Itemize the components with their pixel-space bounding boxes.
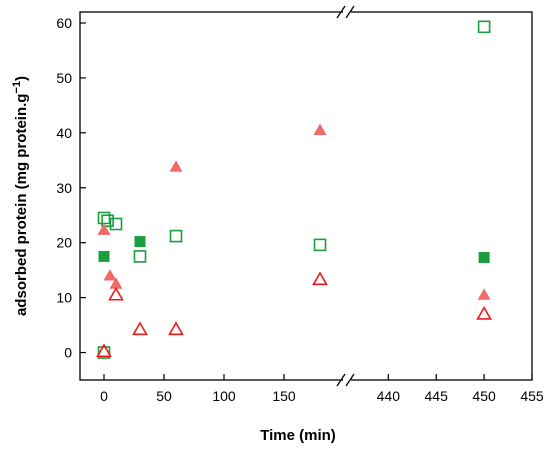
y-axis-title: adsorbed protein (mg protein.g−1) — [11, 76, 30, 316]
marker-filled-triangle — [313, 123, 327, 135]
x-tick-label: 150 — [272, 388, 296, 404]
y-axis-title-close: ) — [13, 76, 30, 81]
marker-open-triangle — [168, 321, 184, 336]
marker-open-square — [169, 229, 183, 243]
marker-open-triangle — [96, 343, 112, 358]
marker-filled-square — [98, 250, 110, 262]
marker-open-square — [97, 346, 111, 359]
marker-filled-triangle — [169, 160, 183, 172]
marker-open-square — [97, 211, 111, 225]
x-tick-label: 445 — [425, 388, 449, 404]
y-axis-title-superscript: −1 — [11, 81, 23, 94]
plot-frame — [79, 11, 533, 381]
axis-break-gap-top — [343, 9, 351, 15]
marker-open-square — [313, 238, 327, 252]
x-tick-label: 100 — [212, 388, 236, 404]
x-tick-label: 450 — [472, 388, 496, 404]
marker-open-triangle — [108, 286, 124, 301]
marker-open-triangle — [132, 321, 148, 336]
x-tick-label: 440 — [377, 388, 401, 404]
marker-filled-square — [478, 252, 490, 264]
y-tick-label: 40 — [56, 125, 72, 141]
marker-open-square — [109, 217, 123, 231]
y-tick-label: 20 — [56, 235, 72, 251]
x-tick-label: 0 — [100, 388, 108, 404]
marker-filled-triangle — [109, 277, 123, 289]
axis-break-gap-bottom — [343, 377, 351, 383]
x-tick-label: 455 — [520, 388, 544, 404]
axis-break-mark-top-left — [336, 5, 346, 19]
marker-open-square — [477, 20, 491, 34]
marker-filled-triangle — [103, 269, 117, 281]
marker-open-square — [133, 250, 147, 263]
axis-break-mark-top-right — [345, 5, 355, 19]
y-tick-label: 60 — [56, 15, 72, 31]
y-tick-label: 30 — [56, 180, 72, 196]
marker-open-square — [101, 214, 114, 228]
marker-filled-triangle — [97, 223, 111, 235]
marker-filled-square — [134, 236, 146, 248]
y-tick-label: 10 — [56, 290, 72, 306]
marker-filled-triangle — [477, 288, 491, 300]
y-tick-label: 50 — [56, 70, 72, 86]
axis-break-mark-bottom-left — [336, 373, 346, 387]
x-axis-title: Time (min) — [260, 427, 336, 444]
x-tick-label: 50 — [156, 388, 172, 404]
marker-open-triangle — [312, 271, 328, 286]
marker-open-triangle — [476, 305, 492, 320]
y-axis-title-main: adsorbed protein (mg protein.g — [13, 94, 30, 317]
y-tick-label: 0 — [64, 345, 72, 361]
axis-break-mark-bottom-right — [345, 373, 355, 387]
